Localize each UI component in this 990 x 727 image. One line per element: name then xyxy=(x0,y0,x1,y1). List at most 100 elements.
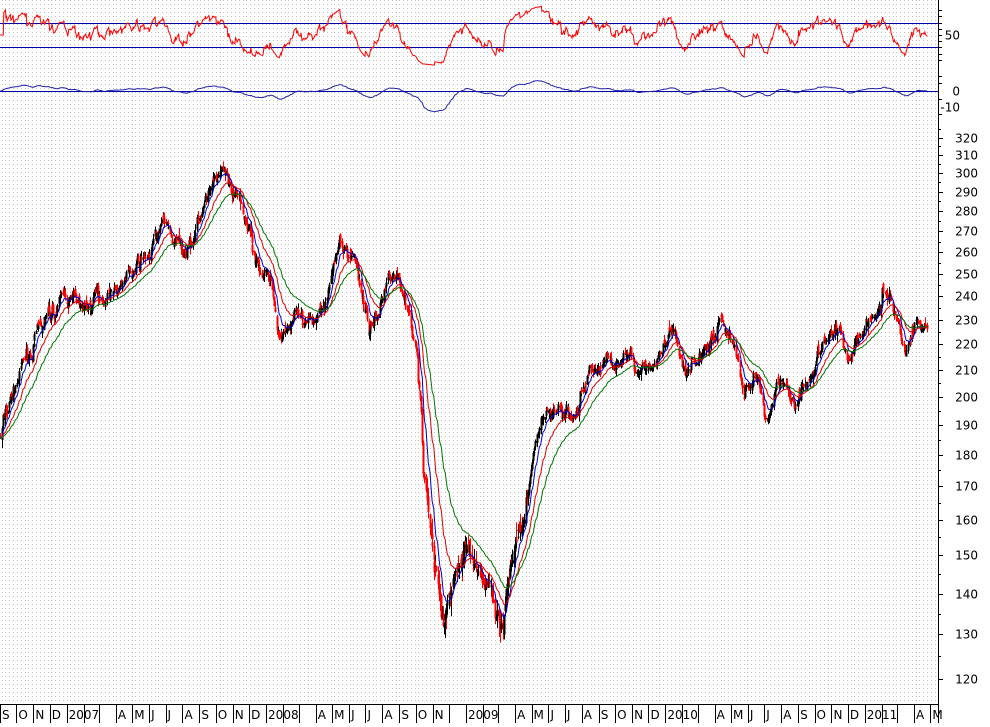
candle-body-991 xyxy=(758,376,761,380)
candle-body-581 xyxy=(444,614,447,623)
candle-body-504 xyxy=(385,284,388,287)
candle-body-790 xyxy=(603,361,606,366)
candle-body-1164 xyxy=(889,295,892,297)
candle-body-530 xyxy=(404,302,407,307)
candle-body-200 xyxy=(152,238,155,245)
candle-body-671 xyxy=(513,551,516,565)
candle-body-275 xyxy=(209,187,212,195)
candle-body-165 xyxy=(125,271,128,280)
month-label-8: M xyxy=(134,708,144,722)
candle-body-992 xyxy=(758,379,761,385)
candle-body-222 xyxy=(169,226,172,234)
candle-body-1071 xyxy=(819,352,822,355)
candle-body-564 xyxy=(431,533,434,540)
candle-body-851 xyxy=(651,365,654,371)
candle-body-397 xyxy=(303,320,306,323)
candle-body-24 xyxy=(18,371,21,381)
candle-body-478 xyxy=(365,305,368,310)
candle-body-1059 xyxy=(809,379,812,381)
candle-body-355 xyxy=(271,280,274,290)
candle-body-122 xyxy=(93,292,96,298)
month-label-31: A xyxy=(517,708,526,722)
candle-body-738 xyxy=(564,412,567,419)
candle-body-293 xyxy=(224,168,227,175)
candle-body-547 xyxy=(418,381,421,389)
candle-body-1050 xyxy=(802,384,805,387)
candle-body-75 xyxy=(56,305,59,313)
candle-body-336 xyxy=(257,257,260,267)
candle-body-980 xyxy=(749,385,752,388)
candle-body-799 xyxy=(610,363,613,365)
month-label-35: A xyxy=(584,708,593,722)
candle-body-206 xyxy=(157,232,160,242)
candle-body-238 xyxy=(181,249,184,255)
candle-body-999 xyxy=(763,413,766,417)
candle-body-1130 xyxy=(863,328,866,331)
candle-body-301 xyxy=(230,181,233,193)
candle-body-608 xyxy=(464,542,467,545)
candle-body-220 xyxy=(167,227,170,229)
candle-body-687 xyxy=(525,497,528,508)
candle-body-314 xyxy=(239,192,242,203)
candle-body-477 xyxy=(364,307,367,313)
candle-body-1123 xyxy=(858,333,861,338)
candle-body-170 xyxy=(129,271,132,273)
candle-body-1174 xyxy=(897,318,900,321)
candle-body-265 xyxy=(202,206,205,213)
candle-body-514 xyxy=(392,275,395,277)
candle-body-501 xyxy=(383,289,386,301)
month-label-39: D xyxy=(650,708,659,722)
candle-body-664 xyxy=(507,582,510,588)
candle-body-1180 xyxy=(901,343,904,345)
candle-body-845 xyxy=(645,368,648,372)
candle-body-948 xyxy=(724,328,727,333)
candle-body-515 xyxy=(393,276,396,280)
candle-body-710 xyxy=(542,416,545,419)
candle-body-998 xyxy=(763,404,766,414)
candle-body-307 xyxy=(234,189,237,197)
candle-body-1010 xyxy=(771,404,774,407)
candle-body-666 xyxy=(509,564,512,578)
candle-body-701 xyxy=(536,434,539,443)
candle-body-1031 xyxy=(788,389,791,394)
month-label-0: S xyxy=(2,708,10,722)
month-label-10: J xyxy=(167,708,172,722)
candle-body-1110 xyxy=(848,358,851,361)
month-label-21: J xyxy=(350,708,355,722)
candle-body-654 xyxy=(499,610,502,624)
candle-body-15 xyxy=(10,399,13,404)
candle-body-985 xyxy=(752,373,755,379)
momentum-line xyxy=(0,80,928,113)
candle-body-427 xyxy=(326,297,329,301)
candle-body-310 xyxy=(236,195,239,197)
candle-body-1128 xyxy=(862,334,865,337)
candle-body-535 xyxy=(408,310,411,312)
candle-body-454 xyxy=(346,249,349,259)
candle-body-1109 xyxy=(847,356,850,359)
candle-body-199 xyxy=(151,243,154,247)
candle-body-30 xyxy=(22,358,25,360)
candle-body-1020 xyxy=(779,378,782,382)
price-tick-label-7: 190 xyxy=(955,419,978,433)
candle-body-114 xyxy=(86,304,89,308)
candle-body-1114 xyxy=(851,355,854,357)
price-tick-label-2: 140 xyxy=(955,588,978,602)
candle-body-1073 xyxy=(820,352,823,354)
candle-body-563 xyxy=(430,529,433,534)
candle-body-1060 xyxy=(810,374,813,379)
candle-body-585 xyxy=(446,601,449,604)
candle-body-345 xyxy=(263,269,266,277)
candle-body-264 xyxy=(201,212,204,217)
candle-body-19 xyxy=(14,390,17,393)
candle-body-965 xyxy=(737,355,740,362)
candle-body-625 xyxy=(477,566,480,568)
candle-body-329 xyxy=(251,234,254,243)
candle-body-1105 xyxy=(844,350,847,352)
candle-body-64 xyxy=(48,306,51,314)
candle-body-774 xyxy=(591,365,594,369)
candle-body-1146 xyxy=(876,311,879,316)
candle-body-215 xyxy=(163,218,166,224)
candle-body-10 xyxy=(7,411,10,414)
